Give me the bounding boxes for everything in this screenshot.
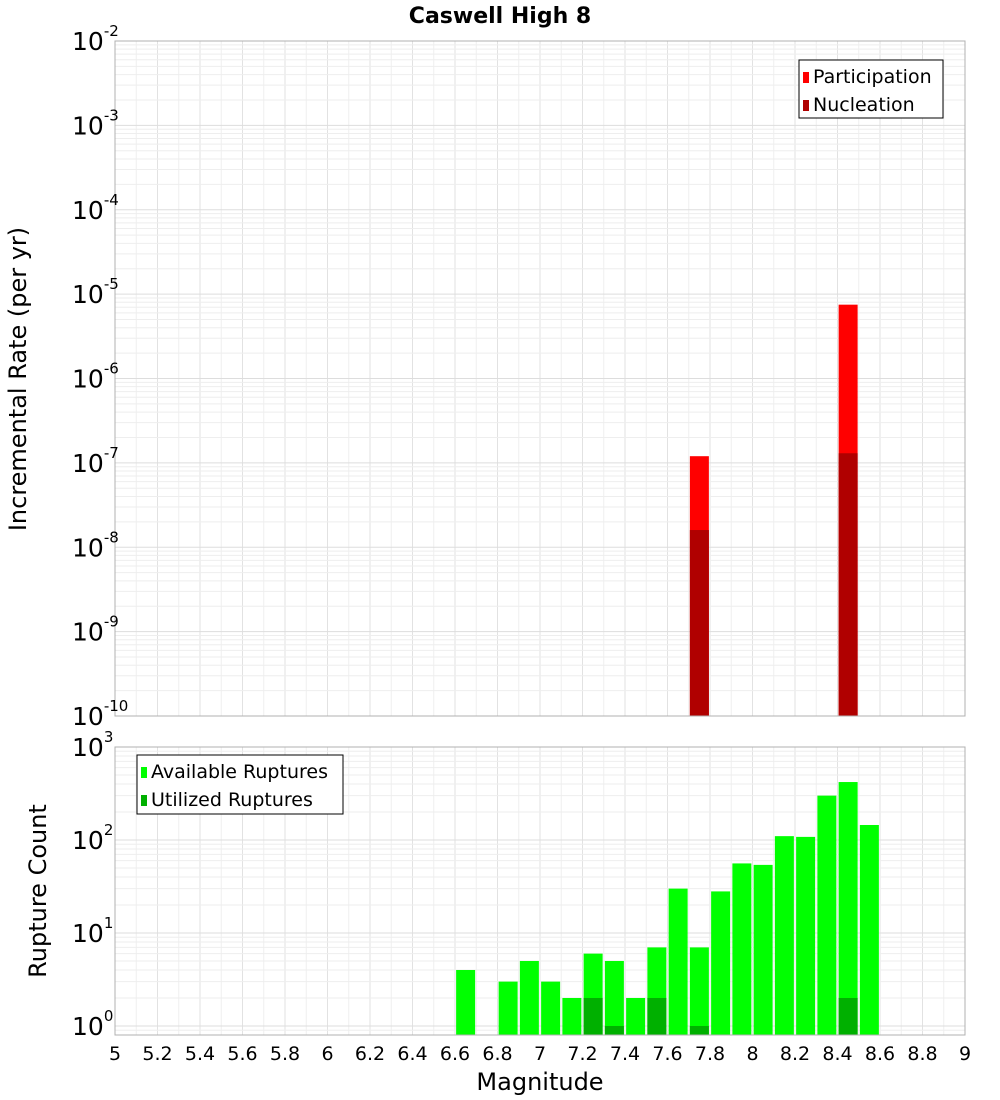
x-tick-label: 7.2 <box>567 1043 597 1065</box>
x-tick-label: 5.2 <box>142 1043 172 1065</box>
count-bar-available-ruptures <box>774 836 794 1035</box>
bottom-bars <box>456 782 879 1035</box>
x-axis-label: Magnitude <box>476 1068 603 1096</box>
bottom-legend-label: Available Ruptures <box>151 761 328 783</box>
top-legend-swatch <box>803 100 809 111</box>
top-y-tick-exponent: -9 <box>104 613 119 631</box>
bottom-y-tick-label: 102 <box>72 821 113 855</box>
top-y-tick-label: 10-5 <box>72 275 119 309</box>
count-bar-available-ruptures <box>838 782 858 1035</box>
bottom-y-axis-label: Rupture Count <box>24 804 52 978</box>
count-bar-available-ruptures <box>732 863 752 1035</box>
top-legend-label: Nucleation <box>813 94 915 116</box>
bottom-plot-frame <box>114 746 966 1036</box>
x-tick-label: 7.6 <box>652 1043 682 1065</box>
top-y-tick-exponent: -4 <box>104 191 119 209</box>
count-bar-available-ruptures <box>711 891 731 1035</box>
top-y-tick-label: 10-6 <box>72 360 119 394</box>
x-tick-label: 8.4 <box>822 1043 852 1065</box>
bottom-legend-label: Utilized Ruptures <box>151 789 313 811</box>
top-y-tick-label: 10-10 <box>72 697 128 731</box>
x-tick-label: 6.6 <box>440 1043 470 1065</box>
top-y-tick-label: 10-9 <box>72 613 119 647</box>
count-bar-utilized-ruptures <box>689 1025 709 1035</box>
top-legend-label: Participation <box>813 66 932 88</box>
count-bar-available-ruptures <box>796 836 816 1035</box>
top-y-tick-label: 10-3 <box>72 106 119 140</box>
x-tick-label: 8 <box>746 1043 758 1065</box>
top-y-tick-exponent: -3 <box>104 106 119 124</box>
top-y-tick-label: 10-8 <box>72 528 119 562</box>
top-y-tick-label: 10-4 <box>72 191 119 225</box>
bottom-y-tick-exponent: 0 <box>104 1007 114 1025</box>
count-bar-utilized-ruptures <box>604 1025 624 1035</box>
top-legend-swatch <box>803 72 809 83</box>
top-y-axis-label: Incremental Rate (per yr) <box>4 227 32 531</box>
count-bar-available-ruptures <box>668 888 688 1035</box>
x-tick-label: 7.8 <box>695 1043 725 1065</box>
chart-title: Caswell High 8 <box>409 4 591 29</box>
count-bar-available-ruptures <box>519 960 539 1035</box>
top-y-tick-exponent: -8 <box>104 528 119 546</box>
top-y-tick-label: 10-2 <box>72 22 119 56</box>
count-bar-available-ruptures <box>604 960 624 1035</box>
bottom-legend-swatch <box>141 767 147 778</box>
top-legend: Participation Nucleation <box>798 59 944 119</box>
x-tick-label: 5 <box>109 1043 121 1065</box>
x-tick-label: 6.8 <box>482 1043 512 1065</box>
count-bar-available-ruptures <box>541 981 561 1035</box>
x-tick-label: 7 <box>534 1043 546 1065</box>
bottom-y-tick-exponent: 2 <box>104 821 114 839</box>
bottom-legend-swatch <box>141 795 147 806</box>
count-bar-utilized-ruptures <box>647 997 667 1035</box>
count-bar-available-ruptures <box>753 864 773 1035</box>
x-tick-label: 8.2 <box>780 1043 810 1065</box>
x-tick-label: 5.4 <box>185 1043 215 1065</box>
bottom-y-tick-exponent: 3 <box>104 728 114 746</box>
x-tick-label: 8.6 <box>865 1043 895 1065</box>
bottom-y-tick-label: 103 <box>72 728 113 762</box>
top-y-tick-exponent: -2 <box>104 22 119 40</box>
x-tick-label: 6 <box>321 1043 333 1065</box>
bottom-legend-box <box>136 754 344 815</box>
x-tick-label: 5.8 <box>270 1043 300 1065</box>
top-y-tick-labels: 10-10 10-9 10-8 10-7 10-6 10-5 10-4 10-3 10-2 <box>72 22 128 731</box>
x-tick-label: 8.8 <box>907 1043 937 1065</box>
count-bar-available-ruptures <box>817 795 837 1035</box>
rate-bar-nucleation <box>689 530 709 716</box>
bottom-legend: Available Ruptures Utilized Ruptures <box>136 754 344 815</box>
x-tick-labels: 5 5.2 5.4 5.6 5.8 6 6.2 6.4 6.6 6.8 7 7.2 7.4 7.6 7.8 8… <box>109 1043 971 1065</box>
count-bar-available-ruptures <box>859 824 879 1035</box>
bottom-y-tick-exponent: 1 <box>104 914 114 932</box>
count-bar-available-ruptures <box>689 947 709 1035</box>
top-y-tick-exponent: -7 <box>104 444 119 462</box>
x-tick-label: 6.2 <box>355 1043 385 1065</box>
rate-bar-nucleation <box>838 453 858 716</box>
top-plot-frame <box>114 40 966 717</box>
top-y-tick-exponent: -5 <box>104 275 119 293</box>
top-y-tick-exponent: -6 <box>104 360 119 378</box>
count-bar-available-ruptures <box>456 969 476 1035</box>
bottom-y-tick-label: 101 <box>72 914 113 948</box>
x-tick-label: 6.4 <box>397 1043 427 1065</box>
top-y-tick-label: 10-7 <box>72 444 119 478</box>
x-tick-label: 9 <box>959 1043 971 1065</box>
x-tick-label: 5.6 <box>227 1043 257 1065</box>
bottom-y-tick-label: 100 <box>72 1007 113 1041</box>
count-bar-utilized-ruptures <box>583 997 603 1035</box>
count-bar-utilized-ruptures <box>838 997 858 1035</box>
top-y-tick-exponent: -10 <box>104 697 129 715</box>
count-bar-available-ruptures <box>562 997 582 1035</box>
x-tick-label: 7.4 <box>610 1043 640 1065</box>
top-grid <box>115 40 966 717</box>
count-bar-available-ruptures <box>626 997 646 1035</box>
top-bars <box>689 304 858 716</box>
count-bar-available-ruptures <box>498 981 518 1035</box>
top-legend-box <box>798 59 944 119</box>
top-plot-area: 10-10 10-9 10-8 10-7 10-6 10-5 10-4 10-3 10-2 In… <box>4 22 966 731</box>
